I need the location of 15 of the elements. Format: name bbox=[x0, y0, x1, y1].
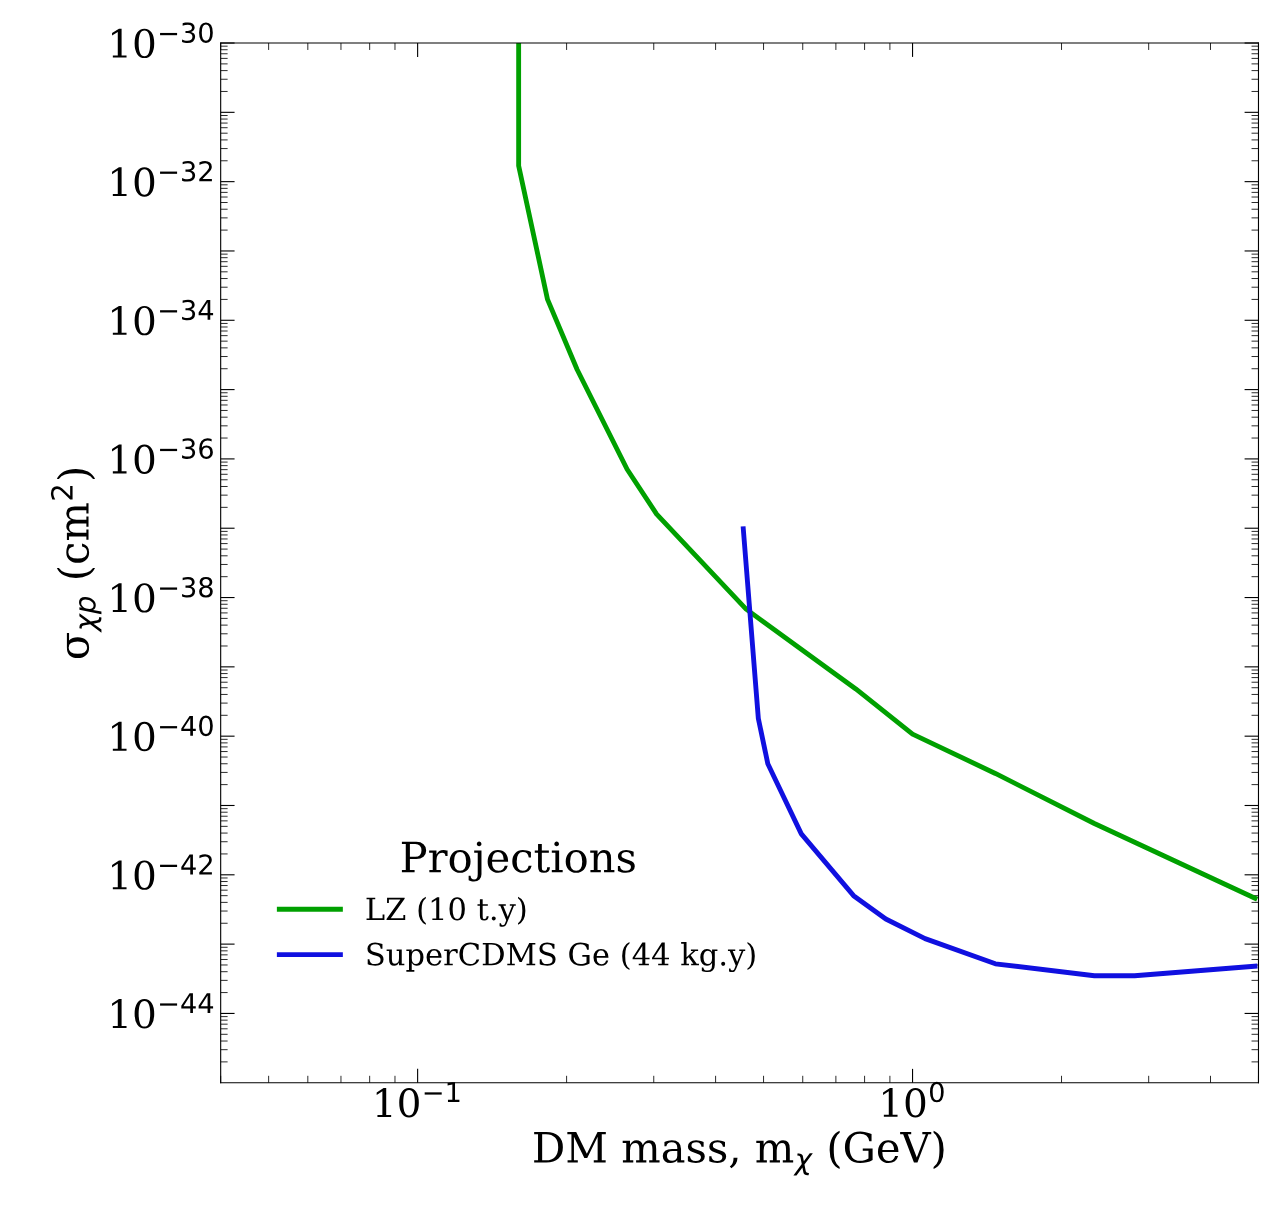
y-tick-label: 10$^{−44}$ bbox=[112, 993, 214, 1029]
y-tick-label: 10$^{−42}$ bbox=[112, 854, 212, 890]
y-tick-label: 10$^{−34}$ bbox=[112, 299, 214, 336]
y-tick-label: 10$^{−32}$ bbox=[112, 161, 212, 197]
legend-title: Projections bbox=[401, 841, 635, 882]
y-axis-title: σ$_{χp}$ (cm$^{2}$) bbox=[50, 469, 102, 659]
y-tick-label: 10$^{−36}$ bbox=[112, 438, 213, 474]
legend-label: LZ (10 t.y) bbox=[366, 896, 526, 927]
y-tick-label: 10$^{−38}$ bbox=[112, 576, 213, 613]
x-axis-title: DM mass, m$_{χ}$ (GeV) bbox=[534, 1130, 944, 1176]
x-tick-label: 10$^{−1}$ bbox=[376, 1082, 460, 1118]
y-tick-label: 10$^{−40}$ bbox=[112, 715, 213, 752]
y-tick-label: 10$^{−30}$ bbox=[112, 22, 213, 59]
legend-label: SuperCDMS Ge (44 kg.y) bbox=[367, 942, 755, 973]
x-tick-label: 10$^{0}$ bbox=[883, 1081, 944, 1118]
